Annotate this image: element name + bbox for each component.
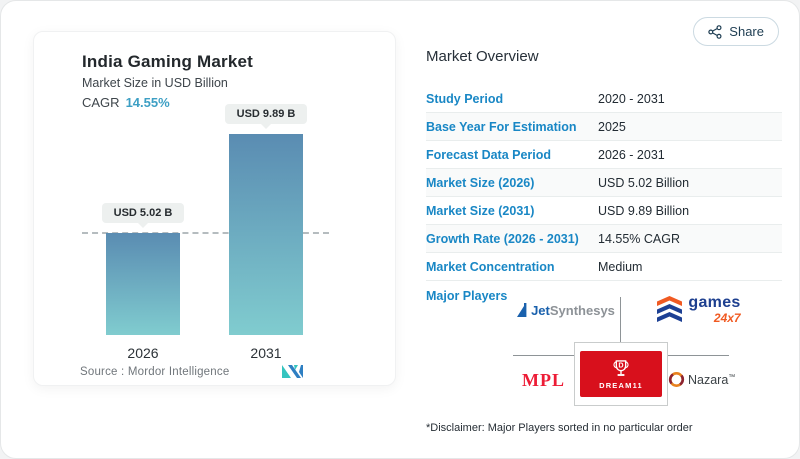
nazara-text: Nazara: [688, 372, 729, 387]
table-row: Base Year For Estimation 2025: [426, 113, 782, 141]
nazara-wordmark: Nazara™: [688, 372, 736, 387]
jet-bold-text: Jet: [531, 303, 550, 318]
jetsynthesys-wordmark: JetSynthesys: [531, 303, 615, 318]
x-axis-label-2026: 2026: [127, 345, 159, 361]
mordor-intelligence-logo: [282, 365, 303, 378]
trophy-icon: D: [613, 360, 629, 376]
nazara-icon: [668, 372, 685, 387]
row-value: Medium: [598, 259, 643, 274]
logo-jetsynthesys: JetSynthesys: [513, 303, 619, 318]
share-button[interactable]: Share: [693, 17, 779, 46]
major-players-label: Major Players: [426, 289, 508, 303]
row-label: Market Concentration: [426, 259, 555, 274]
table-row: Market Concentration Medium: [426, 253, 782, 281]
jet-rest-text: Synthesys: [549, 303, 615, 318]
bar-value-pill: USD 9.89 B: [224, 104, 308, 129]
chart-subtitle: Market Size in USD Billion: [82, 76, 228, 90]
bar-value-label-2031: USD 9.89 B: [211, 104, 321, 129]
table-row: Market Size (2031) USD 9.89 Billion: [426, 197, 782, 225]
row-value: 2025: [598, 119, 626, 134]
overview-title: Market Overview: [426, 48, 539, 65]
logo-games24x7: games 24x7: [637, 295, 761, 324]
jetsynthesys-icon: [517, 303, 527, 317]
row-label: Market Size (2031): [426, 203, 535, 218]
grid-divider-horizontal-left: [513, 355, 574, 356]
row-label: Base Year For Estimation: [426, 119, 577, 134]
share-button-label: Share: [729, 24, 764, 39]
x-axis-label-2031: 2031: [250, 345, 282, 361]
bar-chart-plot: USD 5.02 B USD 9.89 B 2026 2031: [34, 32, 395, 385]
bar-value-pill: USD 5.02 B: [101, 203, 185, 228]
bar-value-label-2026: USD 5.02 B: [88, 203, 198, 228]
logo-dream11: D DREAM11: [580, 351, 662, 397]
bar-2031: [229, 134, 303, 335]
grid-divider-vertical: [620, 297, 621, 343]
overview-table: Study Period 2020 - 2031 Base Year For E…: [426, 85, 782, 281]
table-row: Market Size (2026) USD 5.02 Billion: [426, 169, 782, 197]
table-row: Study Period 2020 - 2031: [426, 85, 782, 113]
svg-text:D: D: [618, 361, 623, 370]
table-row: Forecast Data Period 2026 - 2031: [426, 141, 782, 169]
grid-divider-horizontal-right: [668, 355, 729, 356]
table-row: Growth Rate (2026 - 2031) 14.55% CAGR: [426, 225, 782, 253]
games24x7-wordmark: games 24x7: [688, 294, 741, 325]
row-label: Market Size (2026): [426, 175, 535, 190]
reference-dashed-line: [82, 232, 329, 234]
row-label: Forecast Data Period: [426, 147, 552, 162]
bar-2026: [106, 233, 180, 335]
cagr-line: CAGR 14.55%: [82, 95, 170, 110]
cagr-label: CAGR: [82, 95, 120, 110]
row-value: 14.55% CAGR: [598, 231, 680, 246]
dream11-wordmark: DREAM11: [599, 381, 643, 390]
row-value: 2020 - 2031: [598, 91, 665, 106]
games-24x7-text: 24x7: [713, 311, 741, 325]
share-nodes-icon: [708, 24, 722, 39]
source-attribution: Source : Mordor Intelligence: [80, 366, 230, 378]
disclaimer-text: *Disclaimer: Major Players sorted in no …: [426, 422, 693, 434]
row-label: Study Period: [426, 91, 504, 106]
logo-mpl: MPL: [522, 370, 565, 390]
row-label: Growth Rate (2026 - 2031): [426, 231, 579, 246]
chart-title: India Gaming Market: [82, 52, 254, 71]
cagr-value: 14.55%: [125, 95, 170, 110]
games-text: games: [688, 294, 741, 311]
row-value: USD 9.89 Billion: [598, 203, 690, 218]
major-players-grid: JetSynthesys games 24x7 D: [491, 293, 783, 417]
row-value: 2026 - 2031: [598, 147, 665, 162]
market-chart-card: India Gaming Market Market Size in USD B…: [33, 31, 396, 386]
games24x7-icon: [657, 296, 683, 322]
logo-nazara: Nazara™: [668, 371, 768, 388]
dream11-cell: D DREAM11: [574, 342, 668, 406]
row-value: USD 5.02 Billion: [598, 175, 690, 190]
